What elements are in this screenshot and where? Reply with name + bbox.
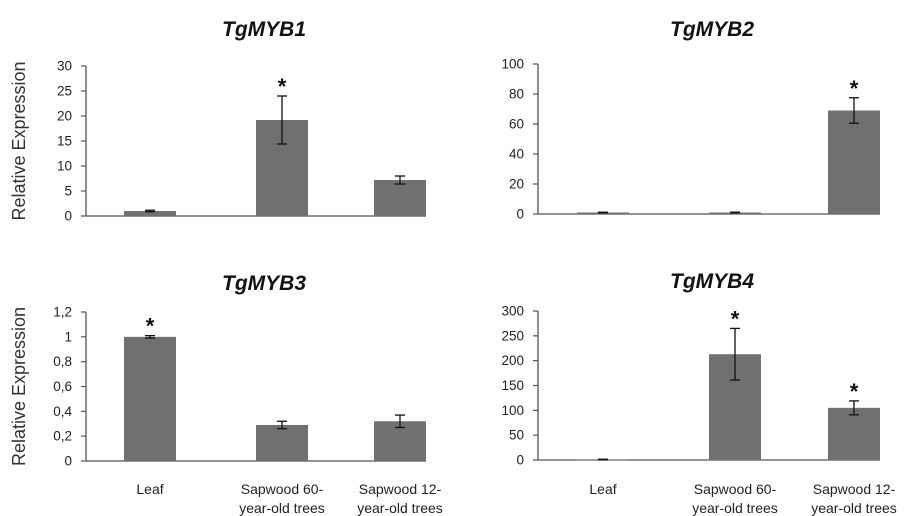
x-tick-label-line: Sapwood 60- — [694, 481, 777, 497]
y-tick-label: 10 — [57, 159, 72, 174]
chart-panel: TgMYB4 0 50 100 150 200 250 300 * * — [501, 270, 880, 468]
y-axis-label: Relative Expression — [9, 61, 29, 220]
y-tick-label: 20 — [57, 109, 72, 124]
chart-title: TgMYB4 — [670, 270, 754, 293]
y-tick-label: 0,2 — [53, 429, 72, 444]
x-tick-label-line: Leaf — [136, 481, 163, 497]
x-tick-label: Sapwood 60- year-old trees — [692, 481, 778, 516]
x-tick-label-line: Sapwood 12- — [813, 481, 896, 497]
x-tick-label-line: Sapwood 60- — [241, 481, 324, 497]
bar — [828, 110, 880, 214]
y-tick-label: 0,4 — [53, 404, 72, 419]
y-tick-label: 0 — [516, 453, 524, 468]
y-tick-label: 50 — [509, 428, 524, 443]
significance-asterisk: * — [850, 76, 859, 101]
x-tick-label: Leaf — [589, 481, 616, 497]
significance-asterisk: * — [850, 379, 859, 404]
y-tick-label: 0 — [64, 454, 72, 469]
x-tick-label-line: year-old trees — [692, 500, 778, 516]
y-tick-label: 0,6 — [53, 379, 72, 394]
y-tick-label: 1 — [64, 329, 72, 344]
bar — [124, 211, 176, 216]
bar — [256, 424, 308, 461]
y-tick-label: 25 — [57, 84, 72, 99]
x-tick-label-line: year-old trees — [357, 500, 443, 516]
x-tick-label: Sapwood 12- year-old trees — [357, 481, 443, 516]
x-tick-label-line: year-old trees — [239, 500, 325, 516]
y-tick-label: 60 — [509, 117, 524, 132]
x-tick-label-line: Sapwood 12- — [359, 481, 442, 497]
bar — [124, 336, 176, 461]
chart-title: TgMYB3 — [222, 272, 306, 295]
y-tick-label: 100 — [501, 403, 524, 418]
y-axis-label: Relative Expression — [9, 307, 29, 466]
y-tick-label: 100 — [501, 57, 524, 72]
significance-asterisk: * — [278, 74, 287, 99]
chart-panel: TgMYB2 0 20 40 60 80 100 * — [501, 18, 880, 222]
bar — [828, 407, 880, 460]
bar — [374, 180, 426, 216]
x-tick-label: Leaf — [136, 481, 163, 497]
y-tick-label: 80 — [509, 87, 524, 102]
y-tick-label: 30 — [57, 59, 72, 74]
y-tick-label: 0,8 — [53, 354, 72, 369]
y-tick-label: 300 — [501, 304, 524, 319]
significance-asterisk: * — [731, 306, 740, 331]
y-tick-label: 40 — [509, 147, 524, 162]
x-tick-label: Sapwood 12- year-old trees — [811, 481, 897, 516]
chart-panel: TgMYB1 0 5 10 15 20 25 30 * Relative Expression — [9, 18, 426, 224]
chart-title: TgMYB1 — [222, 18, 306, 41]
y-tick-label: 20 — [509, 177, 524, 192]
x-tick-label-line: Leaf — [589, 481, 616, 497]
y-tick-label: 15 — [57, 134, 72, 149]
y-tick-label: 250 — [501, 328, 524, 343]
significance-asterisk: * — [146, 314, 155, 339]
y-tick-label: 5 — [64, 184, 72, 199]
chart-title: TgMYB2 — [670, 18, 754, 41]
y-tick-label: 0 — [64, 209, 72, 224]
y-tick-label: 200 — [501, 353, 524, 368]
y-tick-label: 0 — [516, 207, 524, 222]
x-tick-label-line: year-old trees — [811, 500, 897, 516]
y-tick-label: 1,2 — [53, 305, 72, 320]
y-tick-label: 150 — [501, 378, 524, 393]
chart-panel: TgMYB3 0 0,2 0,4 0,6 0,8 1 1,2 * Relative Express… — [9, 272, 426, 469]
x-tick-label: Sapwood 60- year-old trees — [239, 481, 325, 516]
